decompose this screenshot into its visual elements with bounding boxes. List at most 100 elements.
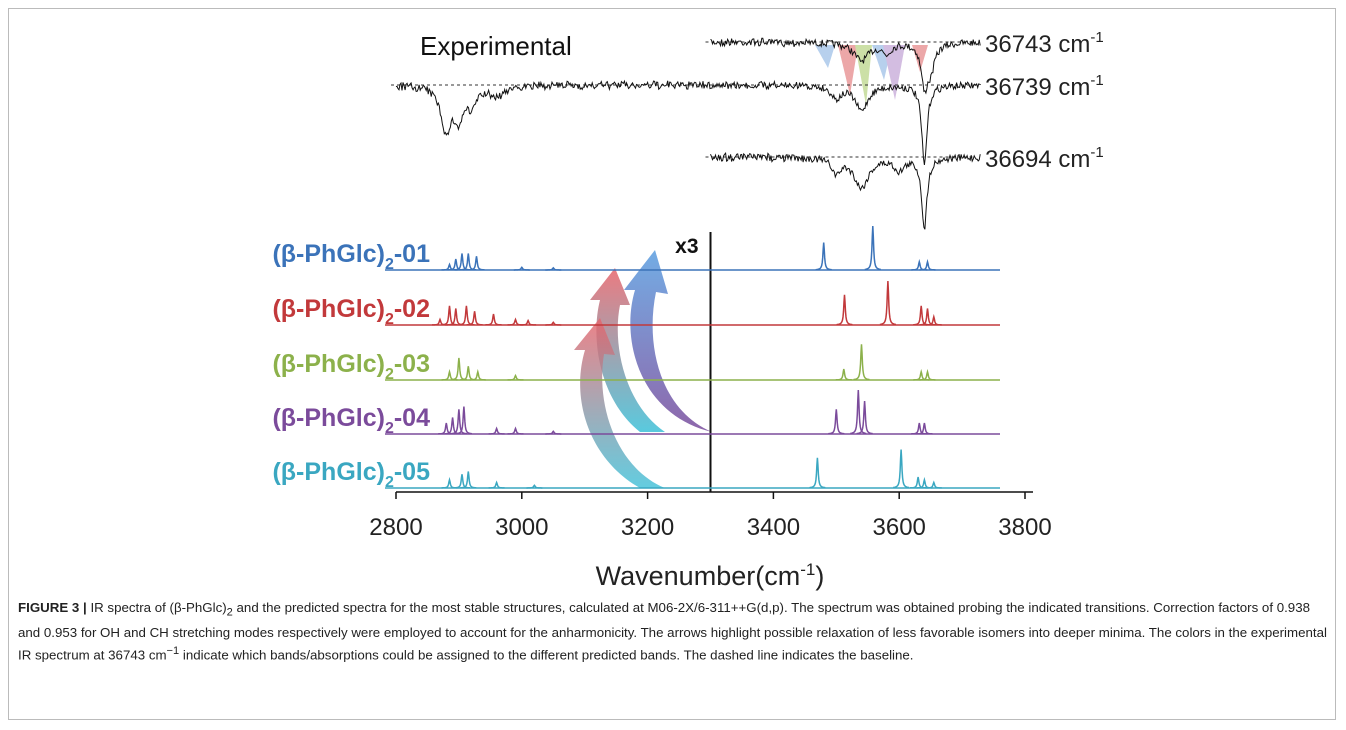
arrow xyxy=(574,318,665,488)
series-label: (β-PhGlc)2-04 xyxy=(272,404,430,437)
series-name: (β-PhGlc) xyxy=(272,458,384,486)
caption-label: FIGURE 3 | xyxy=(18,600,87,615)
peak xyxy=(507,317,524,326)
peak xyxy=(836,294,853,326)
peak xyxy=(469,368,486,381)
series-name: (β-PhGlc) xyxy=(272,295,384,323)
caption-text: IR spectra of (β-PhGlc) xyxy=(86,600,227,615)
series-sub: 2 xyxy=(385,474,394,491)
peak xyxy=(911,422,928,435)
peak xyxy=(916,422,933,435)
experimental-trace xyxy=(710,37,981,95)
band-green xyxy=(855,45,872,105)
series-suffix: -02 xyxy=(394,295,430,323)
peak xyxy=(454,474,470,489)
x-tick-label: 2800 xyxy=(369,514,422,541)
peak xyxy=(919,308,936,326)
series-sub: 2 xyxy=(385,420,394,437)
trace-label-sup: -1 xyxy=(1090,29,1103,46)
peak xyxy=(468,256,485,271)
peak xyxy=(853,344,870,381)
caption-text: indicate which bands/absorptions could b… xyxy=(179,647,914,663)
peak xyxy=(513,266,530,271)
peak xyxy=(526,484,543,489)
x-axis-label-end: ) xyxy=(815,561,824,591)
x-tick-label: 3200 xyxy=(621,514,674,541)
experimental-trace xyxy=(395,79,981,165)
x-axis-label-text: Wavenumber(cm xyxy=(596,561,801,591)
peak xyxy=(815,242,832,271)
peak xyxy=(488,426,505,435)
x-axis-label: Wavenumber(cm-1) xyxy=(596,560,825,591)
trace-label: 36743 cm-1 xyxy=(985,29,1104,58)
peak xyxy=(835,368,852,381)
series-suffix: -05 xyxy=(394,458,430,486)
peak xyxy=(856,400,873,435)
peak xyxy=(545,266,562,271)
peak xyxy=(450,409,468,435)
series-name: (β-PhGlc) xyxy=(272,404,384,432)
peak xyxy=(441,305,458,326)
trace-label: 36739 cm-1 xyxy=(985,72,1104,101)
peak xyxy=(507,373,524,381)
band-red xyxy=(912,45,928,72)
series-sub: 2 xyxy=(385,256,394,273)
peak xyxy=(458,305,475,326)
band-blue xyxy=(815,45,835,68)
peak xyxy=(485,313,502,326)
experimental-trace xyxy=(710,152,981,230)
caption: FIGURE 3 | IR spectra of (β-PhGlc)2 and … xyxy=(18,598,1328,664)
x-tick-label: 3400 xyxy=(747,514,800,541)
caption-sub: 2 xyxy=(226,606,233,619)
peak xyxy=(441,476,458,489)
peak xyxy=(466,311,483,326)
peak xyxy=(913,368,930,381)
scale-label: x3 xyxy=(675,235,698,258)
peak xyxy=(545,321,562,326)
figure-frame xyxy=(8,8,1336,720)
trace-label-text: 36743 cm xyxy=(985,31,1090,58)
peak xyxy=(507,426,524,435)
x-tick-label: 3000 xyxy=(495,514,548,541)
peak xyxy=(909,476,927,489)
peak xyxy=(460,366,477,381)
arrow xyxy=(590,268,665,432)
peak xyxy=(488,480,505,489)
series-sub: 2 xyxy=(385,366,394,383)
series-label: (β-PhGlc)2-01 xyxy=(272,240,430,273)
series-label: (β-PhGlc)2-05 xyxy=(272,458,430,491)
trace-label-sup: -1 xyxy=(1090,72,1103,89)
peak xyxy=(460,471,477,489)
peak xyxy=(828,409,845,435)
peak xyxy=(925,480,942,489)
x-axis-label-sup: -1 xyxy=(800,560,815,579)
band-red xyxy=(838,45,858,95)
trace-label-sup: -1 xyxy=(1090,144,1103,161)
peak xyxy=(879,280,897,326)
x-tick-label: 3600 xyxy=(873,514,926,541)
series-suffix: -04 xyxy=(394,404,430,432)
peak xyxy=(454,253,470,271)
x-tick-label: 3800 xyxy=(998,514,1051,541)
trace-label: 36694 cm-1 xyxy=(985,144,1104,173)
series-suffix: -01 xyxy=(394,240,430,268)
assignment-bands xyxy=(815,45,928,105)
series-name: (β-PhGlc) xyxy=(272,240,384,268)
series-sub: 2 xyxy=(385,311,394,328)
peak xyxy=(919,368,936,381)
series-label: (β-PhGlc)2-02 xyxy=(272,295,430,328)
series-suffix: -03 xyxy=(394,350,430,378)
peak xyxy=(450,357,467,381)
peak xyxy=(520,318,537,326)
peak xyxy=(919,258,936,271)
trace-label-text: 36739 cm xyxy=(985,74,1090,101)
peak xyxy=(893,449,910,489)
peak xyxy=(864,225,881,271)
experimental-title: Experimental xyxy=(420,31,572,61)
peak xyxy=(545,430,562,435)
band-purple xyxy=(883,45,905,100)
peak xyxy=(850,389,867,435)
caption-sup: −1 xyxy=(166,644,180,657)
trace-label-text: 36694 cm xyxy=(985,146,1090,173)
